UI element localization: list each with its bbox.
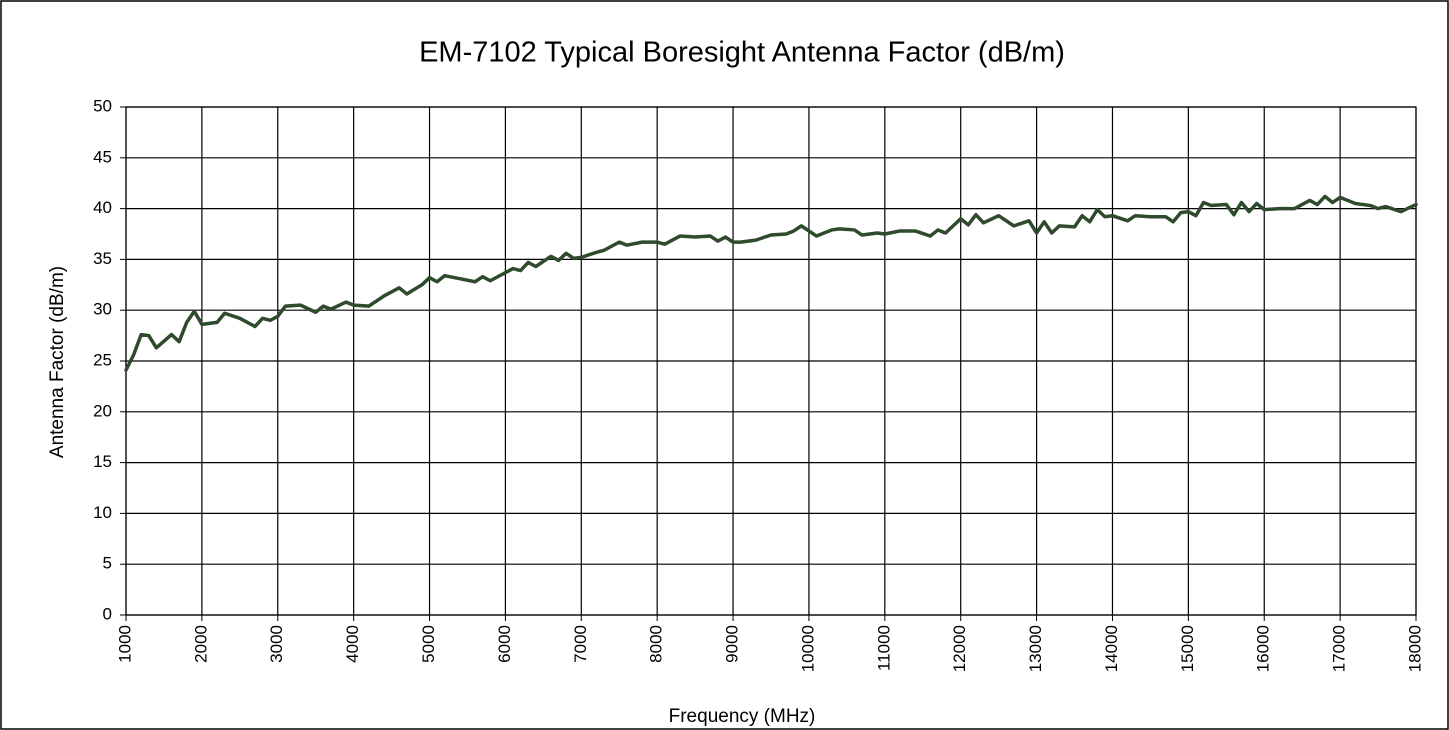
- x-tick-label: 5000: [419, 625, 438, 663]
- y-tick-label: 25: [93, 350, 112, 369]
- x-tick-label: 16000: [1254, 625, 1273, 672]
- y-tick-label: 35: [93, 249, 112, 268]
- y-tick-label: 10: [93, 503, 112, 522]
- x-tick-label: 4000: [343, 625, 362, 663]
- x-tick-label: 6000: [495, 625, 514, 663]
- y-tick-label: 45: [93, 147, 112, 166]
- x-tick-label: 17000: [1330, 625, 1349, 672]
- x-tick-label: 3000: [267, 625, 286, 663]
- y-tick-label: 5: [103, 554, 112, 573]
- x-tick-label: 15000: [1178, 625, 1197, 672]
- x-tick-label: 9000: [723, 625, 742, 663]
- x-tick-label: 7000: [571, 625, 590, 663]
- y-tick-label: 0: [103, 604, 112, 623]
- chart-title: EM-7102 Typical Boresight Antenna Factor…: [419, 37, 1065, 69]
- x-tick-label: 8000: [647, 625, 666, 663]
- x-tick-label: 1000: [115, 625, 134, 663]
- x-tick-label: 18000: [1405, 625, 1424, 672]
- data-line: [124, 194, 1418, 372]
- y-tick-label: 40: [93, 198, 112, 217]
- x-axis-label: Frequency (MHz): [669, 706, 816, 727]
- x-tick-label: 13000: [1026, 625, 1045, 672]
- y-tick-label: 15: [93, 452, 112, 471]
- y-tick-label: 50: [93, 96, 112, 115]
- x-tick-label: 12000: [950, 625, 969, 672]
- x-tick-label: 14000: [1102, 625, 1121, 672]
- x-tick-label: 2000: [191, 625, 210, 663]
- y-tick-label: 20: [93, 401, 112, 420]
- y-tick-label: 30: [93, 300, 112, 319]
- y-axis-label: Antenna Factor (dB/m): [47, 266, 68, 458]
- x-tick-label: 11000: [874, 625, 893, 671]
- x-tick-label: 10000: [798, 625, 817, 672]
